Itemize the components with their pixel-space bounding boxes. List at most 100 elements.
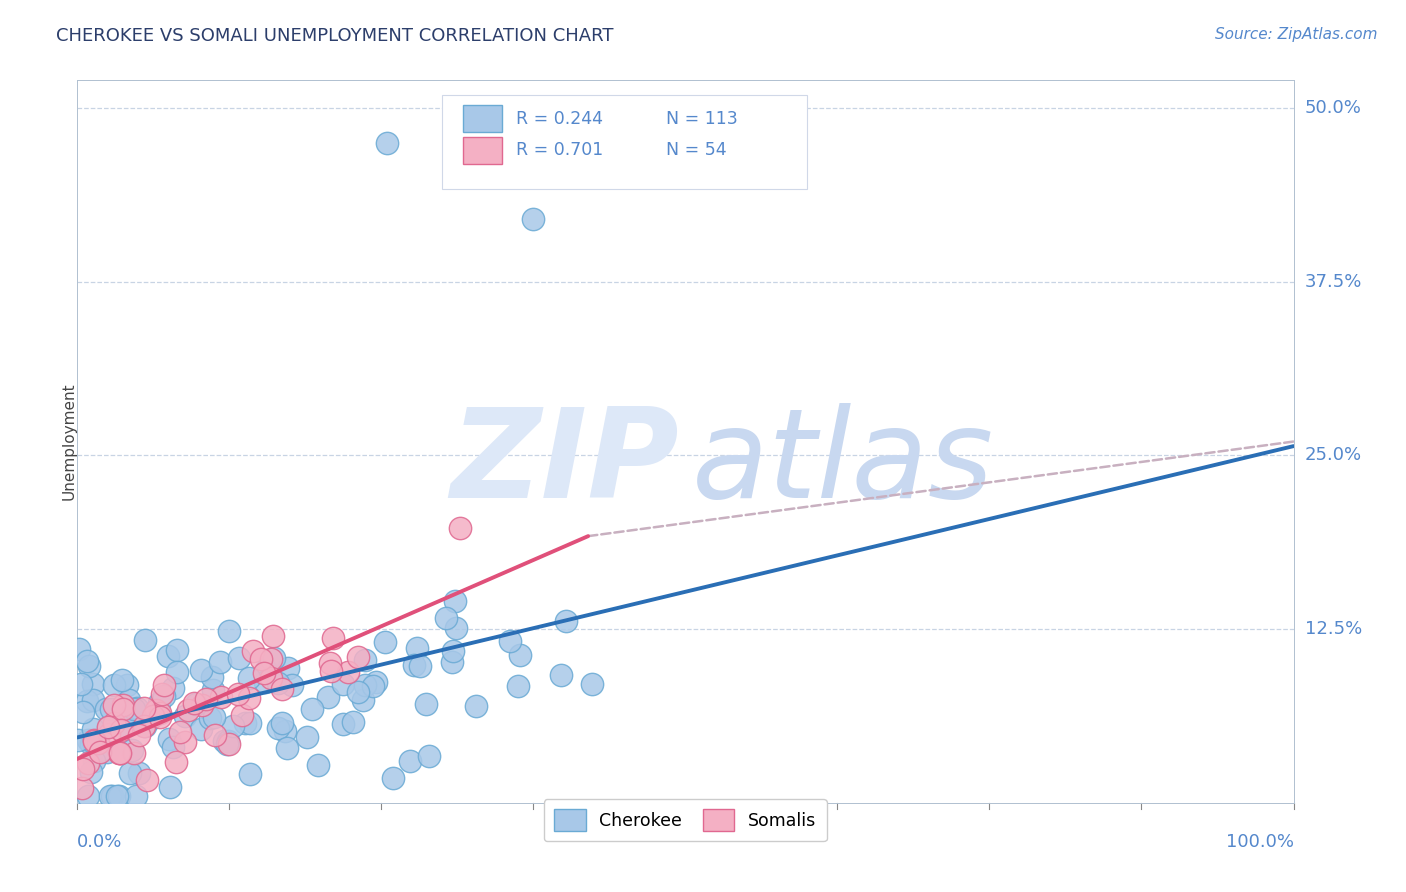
Cherokee [408,659,430,673]
Cherokee [238,671,260,685]
Somalis [169,725,191,739]
Legend: Cherokee, Somalis: Cherokee, Somalis [544,799,827,841]
Somalis [110,746,132,760]
Somalis [108,746,131,760]
Somalis [271,681,294,696]
Cherokee [267,721,290,735]
Cherokee [318,690,340,704]
Cherokee [159,780,181,794]
Cherokee [307,758,329,772]
Cherokee [201,670,224,684]
Somalis [253,666,276,681]
Cherokee [509,648,531,663]
Somalis [337,665,360,680]
Cherokee [377,136,399,150]
Somalis [165,756,187,770]
Somalis [76,756,98,771]
Cherokee [222,719,245,733]
Cherokee [418,748,440,763]
Cherokee [115,678,138,692]
Somalis [149,706,172,720]
Text: R = 0.244: R = 0.244 [516,110,603,128]
Cherokee [581,677,603,691]
Text: CHEROKEE VS SOMALI UNEMPLOYMENT CORRELATION CHART: CHEROKEE VS SOMALI UNEMPLOYMENT CORRELAT… [56,27,614,45]
Cherokee [174,709,197,723]
Somalis [194,691,217,706]
Somalis [173,735,195,749]
Text: 25.0%: 25.0% [1305,446,1362,465]
Cherokee [125,789,148,803]
Cherokee [254,663,277,677]
Cherokee [100,702,122,716]
Text: 50.0%: 50.0% [1305,99,1361,117]
Cherokee [415,698,437,712]
Cherokee [228,651,250,665]
Cherokee [281,677,304,691]
Somalis [249,652,271,666]
Cherokee [202,710,225,724]
Somalis [262,629,284,643]
Somalis [124,747,146,761]
Bar [463,136,502,164]
Somalis [449,521,471,535]
Somalis [204,728,226,742]
Text: 12.5%: 12.5% [1305,620,1362,638]
Cherokee [464,698,486,713]
Somalis [89,745,111,759]
Cherokee [94,702,117,716]
Cherokee [77,733,100,747]
Somalis [142,708,165,723]
Cherokee [138,713,160,727]
Cherokee [162,681,184,695]
Somalis [231,708,253,723]
Text: 37.5%: 37.5% [1305,273,1362,291]
Cherokee [72,705,94,719]
Cherokee [134,719,156,733]
Cherokee [190,722,212,736]
Cherokee [276,740,298,755]
Cherokee [77,659,100,673]
Cherokee [271,715,294,730]
Somalis [177,704,200,718]
Somalis [322,632,344,646]
Cherokee [105,789,128,803]
Text: atlas: atlas [692,402,994,524]
Somalis [83,734,105,748]
Text: N = 54: N = 54 [666,141,727,160]
Cherokee [555,614,578,628]
Cherokee [96,745,118,759]
Cherokee [274,724,297,739]
Cherokee [295,731,318,745]
Somalis [103,698,125,712]
Cherokee [80,737,103,751]
Somalis [112,701,135,715]
Somalis [346,649,368,664]
Somalis [318,656,340,670]
Cherokee [522,212,544,227]
Cherokee [215,737,238,751]
Cherokee [254,674,277,689]
Somalis [259,671,281,685]
Cherokee [156,648,179,663]
Cherokee [128,766,150,780]
Cherokee [214,733,236,747]
Cherokee [440,655,463,669]
Cherokee [166,665,188,679]
Somalis [183,696,205,710]
Cherokee [67,733,90,747]
Somalis [209,690,232,705]
Cherokee [399,755,422,769]
Cherokee [122,702,145,716]
Cherokee [98,789,121,803]
Cherokee [208,655,231,669]
Cherokee [332,716,354,731]
Cherokee [301,702,323,716]
Cherokee [277,660,299,674]
Cherokee [506,679,529,693]
Somalis [128,728,150,742]
Cherokee [201,682,224,697]
Cherokee [267,676,290,690]
Cherokee [198,711,221,725]
Cherokee [100,789,122,803]
Cherokee [190,663,212,677]
